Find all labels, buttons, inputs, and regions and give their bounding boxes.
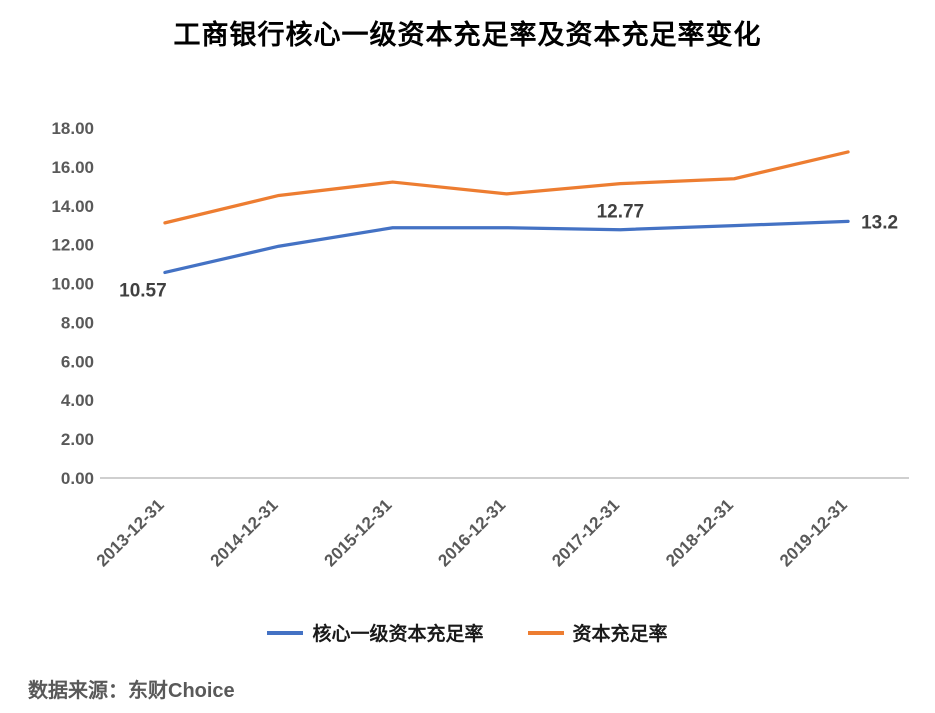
x-axis-tick-label: 2019-12-31 (776, 495, 851, 570)
series-line-0 (163, 219, 850, 275)
y-axis-tick-label: 12.00 (51, 236, 94, 255)
line-chart: 0.00 2.00 4.00 6.00 8.00 10.00 12.00 14.00 16.00… (51, 119, 909, 570)
y-axis-tick-label: 16.00 (51, 158, 94, 177)
x-axis-tick-label: 2017-12-31 (548, 495, 623, 570)
y-axis-tick-label: 0.00 (61, 469, 94, 488)
data-point-label: 10.57 (119, 280, 167, 301)
x-axis-tick-label: 2013-12-31 (93, 495, 168, 570)
data-point-label: 12.77 (597, 202, 645, 223)
legend-item-core-tier1-ratio: 核心一级资本充足率 (267, 619, 484, 646)
x-axis-tick-label: 2016-12-31 (434, 495, 509, 570)
legend-label-core-tier1-ratio: 核心一级资本充足率 (312, 624, 484, 645)
x-axis-tick-label: 2015-12-31 (321, 495, 396, 570)
y-axis-tick-label: 18.00 (51, 119, 94, 138)
y-axis-tick-label: 6.00 (61, 352, 94, 371)
chart-title: 工商银行核心一级资本充足率及资本充足率变化 (173, 20, 762, 50)
legend-label-capital-ratio: 资本充足率 (572, 624, 668, 645)
legend-line-swatch-blue (267, 630, 304, 635)
legend-line-swatch-orange (527, 630, 564, 635)
chart-legend: 核心一级资本充足率 资本充足率 (0, 619, 935, 646)
x-axis-tick-label: 2014-12-31 (207, 495, 282, 570)
data-point-label: 13.2 (861, 212, 898, 233)
y-axis-tick-label: 10.00 (51, 275, 94, 294)
x-axis-tick-label: 2018-12-31 (662, 495, 737, 570)
data-source-label: 数据来源：东财Choice (28, 680, 235, 702)
y-axis-tick-label: 4.00 (61, 391, 94, 410)
y-axis-tick-label: 8.00 (61, 313, 94, 332)
legend-item-capital-ratio: 资本充足率 (527, 619, 668, 646)
series-line-1 (163, 150, 850, 225)
y-axis-tick-label: 2.00 (61, 430, 94, 449)
y-axis-tick-label: 14.00 (51, 197, 94, 216)
